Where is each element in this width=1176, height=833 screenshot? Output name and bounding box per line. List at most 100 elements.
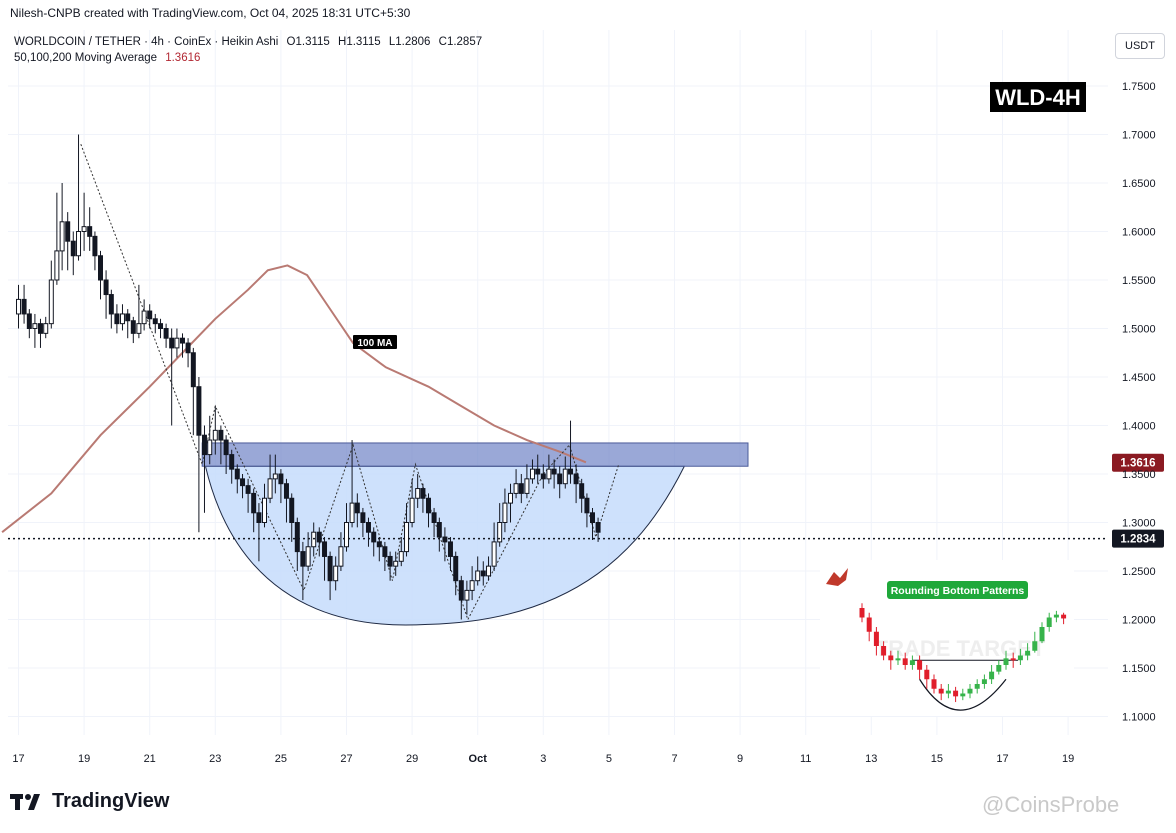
candle — [376, 537, 382, 562]
current-price-label: 1.2834 — [1120, 534, 1156, 546]
candle — [70, 231, 76, 276]
inset-candle — [902, 652, 908, 670]
candle — [163, 323, 169, 348]
candle — [508, 483, 513, 523]
candle-body — [267, 478, 273, 499]
candle-body — [158, 323, 164, 329]
ma-annotation-bg — [353, 335, 397, 349]
chart-title-bg — [990, 82, 1086, 112]
candle-body — [415, 488, 421, 499]
x-tick-label: 7 — [671, 753, 677, 765]
candle-body — [333, 565, 339, 582]
candle-body — [453, 555, 459, 582]
candle — [108, 289, 114, 329]
candle-body — [87, 226, 93, 237]
inset-candle-body — [895, 658, 901, 661]
ma-price-tag-bg — [1112, 453, 1164, 472]
candle — [360, 507, 366, 538]
inset-candle — [881, 641, 887, 661]
candle-body — [76, 231, 82, 257]
candle — [240, 474, 246, 499]
candle-body — [108, 294, 114, 315]
candle-body — [190, 352, 196, 388]
candle — [415, 474, 421, 508]
candle — [76, 134, 82, 261]
tradingview-brand[interactable]: TradingView — [10, 790, 169, 813]
x-tick-label: 3 — [540, 753, 546, 765]
candle-body — [387, 555, 393, 567]
inset-candle-body — [924, 669, 930, 680]
indicator-legend: 50,100,200 Moving Average 1.3616 — [14, 52, 205, 64]
inset-candle — [945, 684, 951, 699]
candle-body — [92, 235, 98, 257]
y-tick-label: 1.4500 — [1122, 372, 1156, 384]
candle-body — [535, 468, 541, 475]
candle — [147, 304, 153, 329]
inset-candle — [924, 665, 930, 689]
x-tick-label: 21 — [144, 753, 156, 765]
ohlc-close: C1.2857 — [438, 36, 483, 48]
chart-title: WLD-4H — [995, 85, 1081, 110]
candle-body — [540, 473, 546, 480]
candle-body — [584, 497, 590, 514]
inset-candle-body — [909, 660, 915, 665]
candle-body — [251, 492, 257, 514]
tradingview-logo-icon — [10, 793, 40, 810]
candle — [185, 338, 191, 368]
inset-candle-body — [1017, 655, 1023, 661]
ohlc-low: L1.2806 — [388, 36, 431, 48]
candle-body — [382, 546, 388, 557]
candle-body — [218, 429, 224, 441]
candle — [426, 493, 431, 528]
candle-body — [223, 439, 229, 456]
swing-dotted-line — [80, 144, 620, 621]
inset-candle — [909, 655, 915, 670]
candle — [535, 454, 541, 484]
candle-body — [469, 580, 475, 591]
candle — [497, 503, 503, 547]
candle-body — [207, 439, 213, 456]
candle — [365, 517, 371, 547]
candle — [98, 250, 103, 300]
candle-body — [562, 468, 568, 485]
candle-body — [349, 502, 355, 524]
candle-body — [283, 483, 289, 499]
ma-name[interactable]: 50,100,200 Moving Average — [14, 52, 158, 64]
y-tick-label: 1.7500 — [1122, 81, 1156, 93]
currency-button[interactable]: USDT — [1115, 33, 1165, 59]
candle-body — [398, 551, 404, 562]
candle-body — [289, 497, 295, 523]
candle — [469, 566, 475, 601]
candle-body — [371, 531, 377, 543]
candle — [518, 474, 524, 504]
symbol-name[interactable]: WORLDCOIN / TETHER · 4h · CoinEx · Heiki… — [14, 36, 279, 48]
candle-body — [344, 522, 349, 548]
moving-average-100-line — [1, 264, 587, 533]
candle-body — [43, 323, 49, 334]
candle-body — [245, 485, 251, 494]
inset-candle — [866, 612, 872, 642]
x-tick-label: 11 — [800, 753, 811, 765]
candle-body — [262, 497, 267, 523]
candle-body — [81, 226, 87, 232]
candle — [54, 192, 60, 285]
inset-candle — [873, 627, 879, 656]
candle-body — [316, 531, 322, 543]
candle — [114, 304, 120, 334]
inset-candle-body — [1003, 658, 1009, 665]
candle-body — [125, 313, 131, 322]
ma-price-label: 1.3616 — [1120, 458, 1155, 470]
inset-candle-body — [996, 665, 1002, 672]
inset-candle — [1017, 648, 1023, 665]
candle-body — [234, 468, 240, 480]
candle — [245, 478, 251, 513]
chart-title-badge: WLD-4H — [990, 82, 1086, 112]
candle-body — [240, 478, 246, 487]
x-tick-label: 13 — [865, 753, 877, 765]
inset-candle-body — [881, 646, 887, 656]
candle — [387, 551, 393, 581]
candle — [590, 507, 595, 540]
watermark: @CoinsProbe — [982, 792, 1120, 817]
candle — [169, 328, 175, 426]
